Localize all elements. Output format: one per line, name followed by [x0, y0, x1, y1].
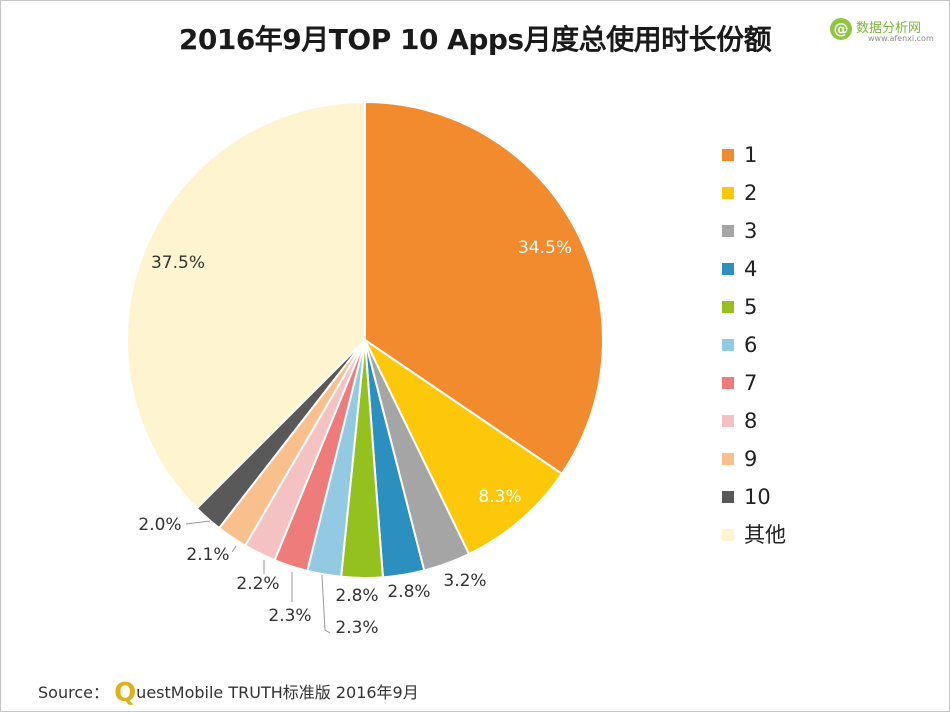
legend-label-8: 8 — [744, 409, 758, 433]
legend-swatch-3 — [722, 225, 734, 237]
data-label-6: 2.3% — [335, 618, 378, 638]
legend-swatch-5 — [722, 301, 734, 313]
brand-logo: @ 数据分析网 www.afenxi.com — [830, 14, 940, 48]
legend-swatch-6 — [722, 339, 734, 351]
data-label-10: 2.0% — [138, 515, 181, 535]
source-prefix: Source： — [38, 683, 109, 702]
data-label-3: 3.2% — [443, 571, 486, 591]
legend-swatch-10 — [722, 491, 734, 503]
leader-line-9 — [231, 545, 237, 553]
data-label-8: 2.2% — [236, 574, 279, 594]
legend-swatch-4 — [722, 263, 734, 275]
legend-label-11: 其他 — [744, 523, 786, 547]
data-label-7: 2.3% — [268, 606, 311, 626]
data-label-2: 8.3% — [478, 487, 521, 507]
brand-logo-icon: @ — [830, 18, 852, 40]
leader-line-10 — [185, 520, 211, 525]
legend-label-5: 5 — [744, 295, 758, 319]
legend-label-10: 10 — [744, 485, 771, 509]
brand-name: 数据分析网 — [856, 21, 922, 36]
chart-title: 2016年9月TOP 10 Apps月度总使用时长份额 — [178, 23, 772, 56]
legend-swatch-11 — [722, 529, 734, 541]
legend-label-7: 7 — [744, 371, 758, 395]
leader-line-6 — [321, 574, 331, 634]
data-label-11: 37.5% — [151, 253, 205, 273]
legend-label-1: 1 — [744, 143, 758, 167]
data-label-1: 34.5% — [518, 238, 572, 258]
data-label-5: 2.8% — [335, 586, 378, 606]
legend-swatch-9 — [722, 453, 734, 465]
legend-label-3: 3 — [744, 219, 758, 243]
pie-slice-1 — [364, 100, 604, 476]
legend-label-9: 9 — [744, 447, 758, 471]
pie-slice-11 — [126, 100, 366, 510]
legend-swatch-7 — [722, 377, 734, 389]
legend-swatch-8 — [722, 415, 734, 427]
legend-swatch-2 — [722, 187, 734, 199]
data-label-9: 2.1% — [186, 545, 229, 565]
legend-label-6: 6 — [744, 333, 758, 357]
source-text: uestMobile TRUTH标准版 2016年9月 — [136, 683, 419, 702]
legend-label-4: 4 — [744, 257, 758, 281]
source-note: Source： QuestMobile TRUTH标准版 2016年9月 — [38, 678, 419, 708]
source-q-logo: Q — [114, 678, 137, 708]
data-label-4: 2.8% — [387, 582, 430, 602]
pie-slice-2 — [362, 337, 564, 556]
brand-url: www.afenxi.com — [868, 34, 934, 43]
legend-label-2: 2 — [744, 181, 758, 205]
legend-swatch-1 — [722, 149, 734, 161]
